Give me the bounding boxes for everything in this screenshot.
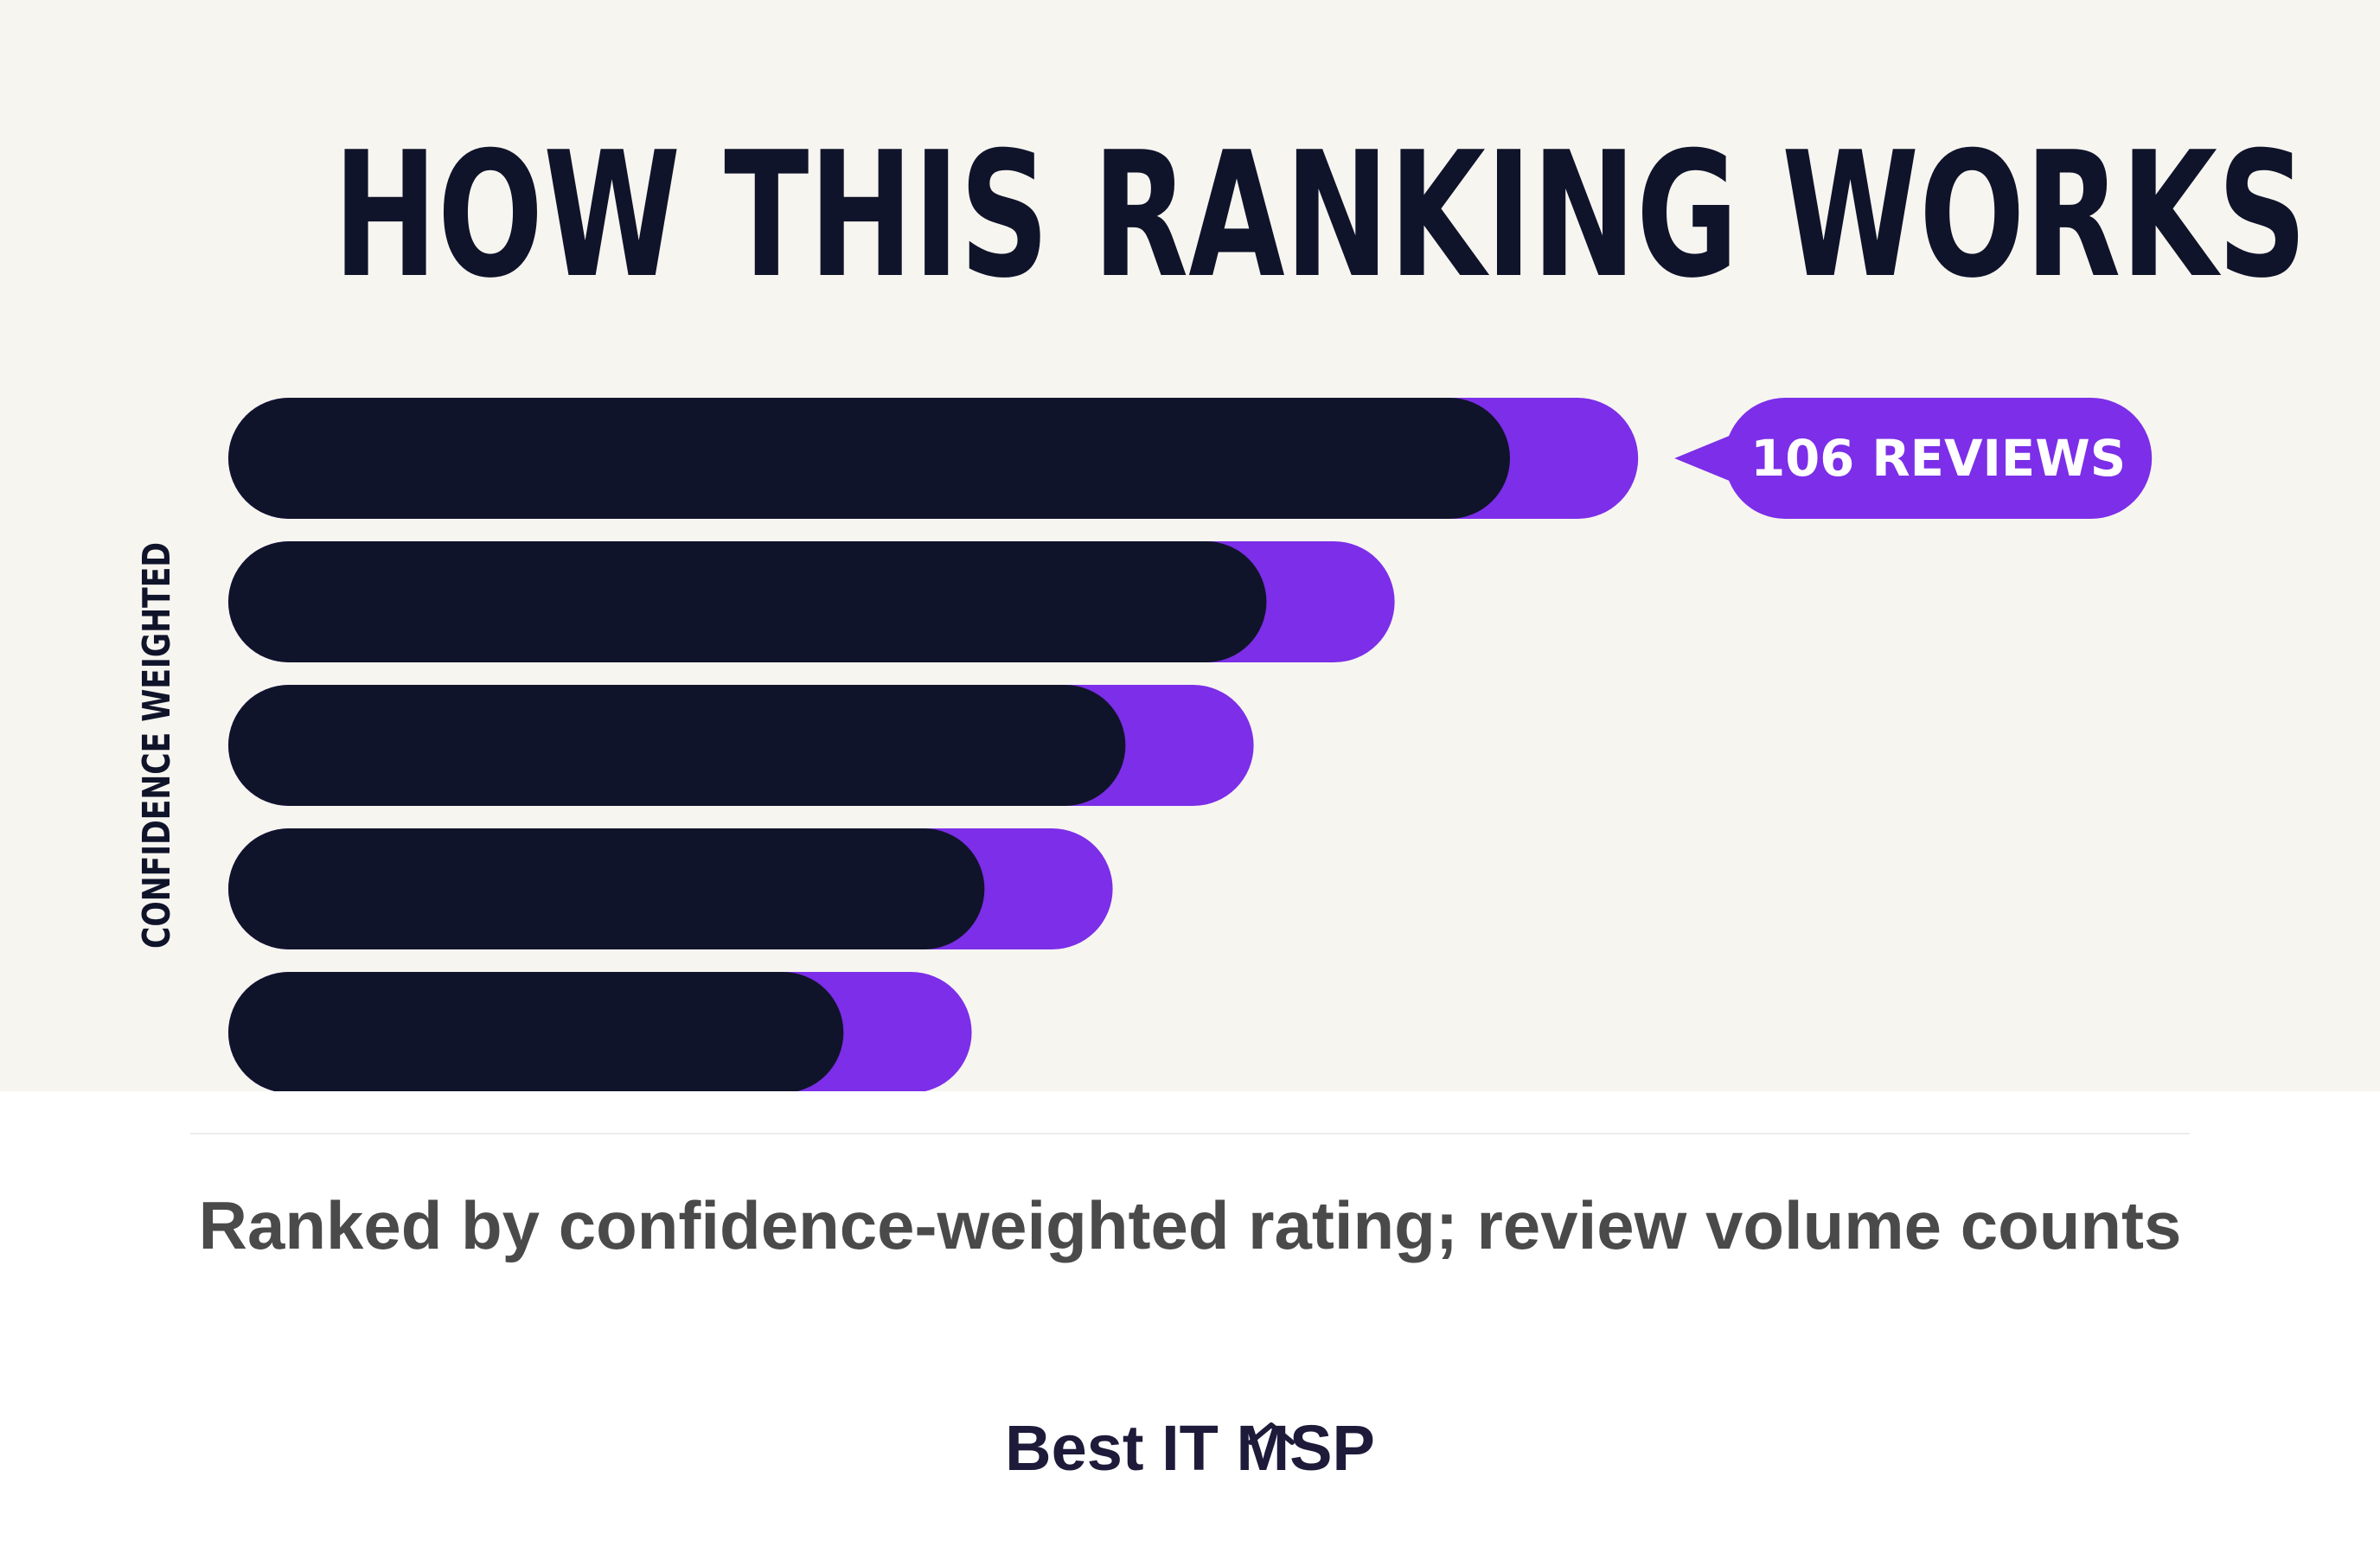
reviews-callout-label: 106 REVIEWS (1750, 429, 2126, 488)
bar-rating-4 (228, 828, 985, 949)
section-divider (190, 1133, 2190, 1134)
reviews-callout (1724, 398, 2153, 519)
bar-rating-3 (228, 685, 1126, 806)
ranking-bar-chart: 106 REVIEWS CONFIDENCE WEIGHTED (135, 398, 2153, 1091)
chart-caption: Ranked by confidence-weighted rating; re… (198, 1187, 2182, 1263)
caret-up-icon (1248, 1422, 1295, 1445)
y-axis-label: CONFIDENCE WEIGHTED (135, 542, 179, 949)
bar-rating-2 (228, 541, 1267, 662)
callout-pointer (1674, 431, 1743, 486)
brand-name: Best IT MSP (1005, 1412, 1375, 1484)
bar-rating-5 (228, 972, 844, 1091)
page-title: HOW THIS RANKING WORKS (333, 115, 2307, 316)
brand-logo: Best IT MSP (0, 1409, 2380, 1487)
bar-rating-1 (228, 398, 1510, 519)
